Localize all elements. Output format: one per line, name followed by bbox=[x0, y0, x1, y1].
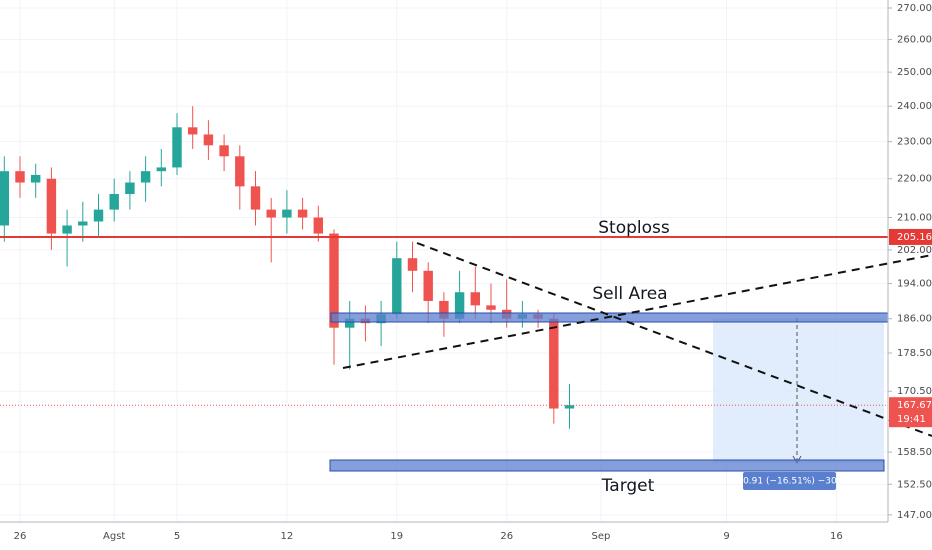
candle-body bbox=[266, 209, 276, 218]
axis-labels: 147.00 152.50 158.50 170.50 178.50 186.00 194.… bbox=[14, 3, 932, 542]
last-price: 167.67 bbox=[897, 400, 932, 411]
y-tick-label: 158.50 bbox=[897, 447, 932, 458]
trendline bbox=[416, 242, 932, 437]
stoploss-label: Stoploss bbox=[598, 218, 670, 238]
sell-area-label: Sell Area bbox=[592, 284, 667, 304]
projection-zone bbox=[713, 318, 884, 463]
x-tick-label: 19 bbox=[390, 531, 403, 542]
candle-body bbox=[486, 305, 496, 310]
candle-body bbox=[470, 292, 481, 306]
y-tick-label: 240.00 bbox=[897, 101, 932, 112]
candle-body bbox=[203, 134, 214, 146]
candle-body bbox=[187, 127, 198, 135]
candle-body bbox=[93, 209, 104, 222]
candle-body bbox=[329, 233, 339, 328]
candle-body bbox=[392, 258, 402, 315]
countdown: 19:41 bbox=[897, 414, 926, 425]
candle-body bbox=[15, 171, 25, 183]
y-tick-label: 178.50 bbox=[897, 348, 932, 359]
candle-body bbox=[235, 156, 245, 187]
candle-body bbox=[549, 318, 559, 409]
y-tick-label: 194.00 bbox=[897, 279, 932, 290]
x-tick-label: 26 bbox=[500, 531, 513, 542]
stoploss-price-box bbox=[889, 228, 932, 245]
y-tick-label: 202.00 bbox=[897, 245, 932, 256]
y-tick-label: 147.00 bbox=[897, 510, 932, 521]
candle-body bbox=[156, 167, 167, 172]
trendline bbox=[342, 254, 932, 369]
candle-body bbox=[282, 209, 292, 218]
measure-label: −30.91 (−16.51%) −3091 bbox=[730, 477, 848, 487]
target-zone bbox=[329, 459, 885, 472]
measure-box bbox=[743, 472, 836, 490]
y-tick-label: 210.00 bbox=[897, 213, 932, 224]
candle-body bbox=[454, 292, 465, 319]
candle-body bbox=[46, 178, 57, 234]
x-tick-label: 26 bbox=[14, 531, 27, 542]
candle-body bbox=[219, 145, 229, 157]
candle-body bbox=[140, 171, 151, 183]
candle-body bbox=[344, 318, 355, 328]
y-tick-label: 152.50 bbox=[897, 479, 932, 490]
candle-body bbox=[125, 182, 135, 195]
candle-body bbox=[62, 225, 72, 234]
y-tick-label: 170.50 bbox=[897, 386, 932, 397]
y-tick-label: 260.00 bbox=[897, 34, 932, 45]
candle-body bbox=[250, 186, 261, 210]
candle-body bbox=[109, 194, 119, 210]
candle-body bbox=[423, 270, 433, 301]
grid bbox=[0, 0, 888, 522]
x-tick-label: 5 bbox=[174, 531, 180, 542]
y-tick-label: 220.00 bbox=[897, 174, 932, 185]
target-label: Target bbox=[601, 476, 655, 496]
stoploss-price: 205.16 bbox=[897, 232, 932, 243]
candle-body bbox=[172, 127, 182, 168]
x-tick-label: Sep bbox=[591, 531, 610, 542]
x-tick-label: Agst bbox=[103, 531, 125, 542]
candle-body bbox=[0, 171, 10, 226]
y-tick-label: 186.00 bbox=[897, 314, 932, 325]
candle-body bbox=[407, 258, 418, 271]
overlay bbox=[0, 235, 888, 406]
last-price-box bbox=[889, 397, 932, 428]
y-tick-label: 250.00 bbox=[897, 67, 932, 78]
candle-body bbox=[297, 209, 308, 218]
y-tick-label: 270.00 bbox=[897, 3, 932, 14]
x-tick-label: 9 bbox=[723, 531, 729, 542]
candle-body bbox=[30, 174, 41, 183]
candle-body bbox=[78, 221, 88, 226]
candle-body bbox=[564, 405, 575, 409]
y-tick-label: 230.00 bbox=[897, 137, 932, 148]
x-tick-label: 16 bbox=[830, 531, 843, 542]
candle-body bbox=[439, 300, 449, 319]
x-tick-label: 12 bbox=[281, 531, 294, 542]
candle-body bbox=[313, 217, 324, 234]
